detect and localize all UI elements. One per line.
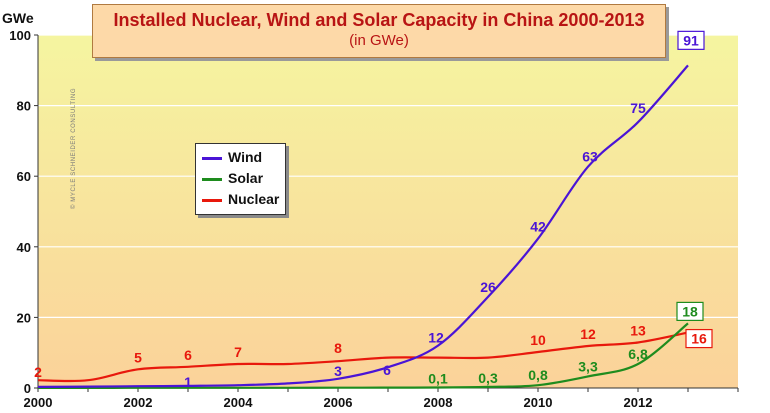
x-tick-2012: 2012 [624,395,653,408]
gridlines [38,34,738,318]
y-axis-label: GWe [2,10,34,26]
data-label-nuclear-2011: 12 [580,326,596,342]
data-label-box-wind-2013 [677,30,705,50]
legend: Wind Solar Nuclear [195,143,286,215]
x-tick-2000: 2000 [24,395,53,408]
legend-label-nuclear: Nuclear [228,191,280,207]
tick-labels: 0 20 40 60 80 100 2000 2002 2004 2006 2008 2010 2012 [9,28,653,410]
y-tick-0: 0 [24,381,31,396]
data-label-wind-2013: 91 [683,32,699,48]
data-label-wind-2006: 3 [334,363,342,379]
data-label-nuclear-2000: 2 [34,364,42,380]
data-label-solar-2013: 18 [682,303,698,319]
data-label-wind-2008: 12 [428,330,444,346]
legend-swatch-wind [202,157,222,160]
data-label-nuclear-2006: 8 [334,340,342,356]
data-label-nuclear-2002: 5 [134,349,142,365]
data-label-wind-2011: 63 [582,149,598,165]
chart-title-box: Installed Nuclear, Wind and Solar Capaci… [92,4,666,58]
data-label-wind-2003: 1 [184,374,192,390]
data-label-box-solar-2013 [676,301,704,322]
series-line-wind [37,64,689,388]
data-label-wind-2012: 75 [630,100,646,116]
series-lines [37,64,689,389]
legend-label-wind: Wind [228,149,263,165]
legend-swatch-nuclear [202,199,222,202]
x-tick-2002: 2002 [124,395,153,408]
legend-label-solar: Solar [228,170,264,186]
plot-background [38,35,738,388]
y-tick-80: 80 [17,99,31,114]
data-label-box-nuclear-2013 [685,328,713,349]
data-label-solar-2010: 0,8 [528,367,548,383]
y-tick-40: 40 [17,240,31,255]
data-label-wind-2009: 26 [480,279,496,295]
legend-swatch-solar [202,178,222,181]
data-label-nuclear-2003: 6 [184,347,192,363]
data-label-solar-2008: 0,1 [428,371,448,387]
y-tick-20: 20 [17,310,31,325]
data-label-wind-2010: 42 [530,219,546,235]
data-label-nuclear-2013: 16 [691,331,707,347]
series-line-nuclear [37,331,689,383]
watermark-credit: © MYCLE SCHNEIDER CONSULTING [70,88,77,209]
x-tick-2008: 2008 [424,395,453,408]
x-tick-2006: 2006 [324,395,353,408]
x-tick-2010: 2010 [524,395,553,408]
data-label-nuclear-2010: 10 [530,332,546,348]
watermark-text: © MYCLE SCHNEIDER CONSULTING [70,88,77,209]
x-tick-2004: 2004 [224,395,254,408]
y-tick-100: 100 [9,28,31,43]
data-label-wind-2007: 6 [383,362,391,378]
data-label-solar-2009: 0,3 [478,370,498,386]
data-label-nuclear-2004: 7 [234,344,242,360]
chart-title: Installed Nuclear, Wind and Solar Capaci… [113,10,645,30]
series-line-solar [38,322,689,389]
data-label-solar-2011: 3,3 [578,358,598,374]
data-label-solar-2012: 6,8 [628,346,648,362]
y-tick-60: 60 [17,169,31,184]
chart-subtitle: (in GWe) [349,32,409,49]
data-label-nuclear-2012: 13 [630,322,646,338]
